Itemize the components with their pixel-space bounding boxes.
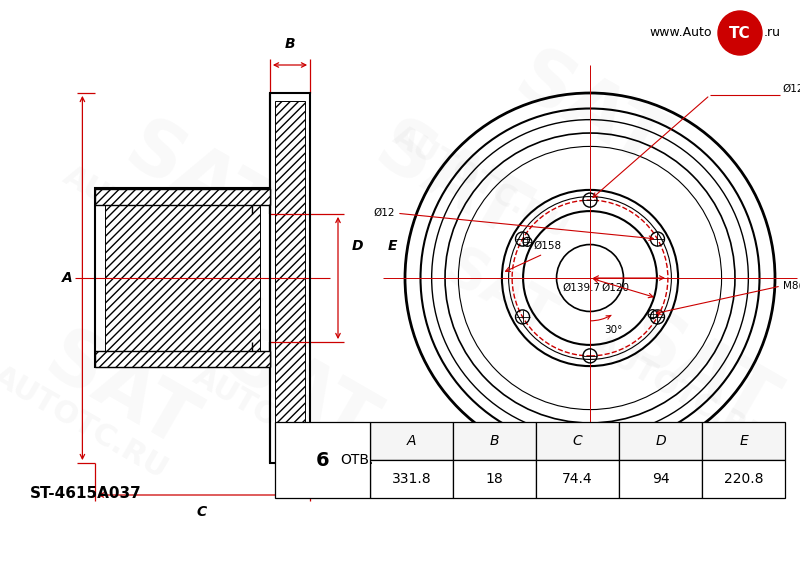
Text: 94: 94 <box>652 472 670 486</box>
Bar <box>536 460 619 498</box>
Text: C: C <box>573 434 582 448</box>
Text: B: B <box>490 434 499 448</box>
Bar <box>536 422 619 460</box>
Text: Ø139.7: Ø139.7 <box>562 283 601 293</box>
Bar <box>453 422 536 460</box>
Text: ОТВ.: ОТВ. <box>341 453 374 467</box>
Bar <box>95 189 270 205</box>
Bar <box>370 460 453 498</box>
Bar <box>453 460 536 498</box>
Text: Ø120: Ø120 <box>602 283 630 293</box>
Bar <box>95 351 270 367</box>
Text: Ø158: Ø158 <box>533 241 562 251</box>
Text: 6: 6 <box>316 450 330 469</box>
Text: A: A <box>406 434 416 448</box>
Text: AUTOTC.RU: AUTOTC.RU <box>0 361 173 485</box>
Text: 74.4: 74.4 <box>562 472 593 486</box>
Bar <box>370 422 453 460</box>
Text: AUTOTC.RU: AUTOTC.RU <box>187 361 373 485</box>
Text: 331.8: 331.8 <box>392 472 431 486</box>
Text: AUTOTC.RU: AUTOTC.RU <box>587 331 773 455</box>
Text: AUTOTC.RU: AUTOTC.RU <box>58 161 242 285</box>
Text: C: C <box>197 505 207 519</box>
Text: D: D <box>655 434 666 448</box>
Text: SAT: SAT <box>136 241 264 346</box>
Text: SAT: SAT <box>502 41 678 185</box>
Text: Ø12.6(x6): Ø12.6(x6) <box>782 83 800 93</box>
Text: SAT: SAT <box>32 321 208 465</box>
Text: .ru: .ru <box>764 26 781 40</box>
Bar <box>619 422 702 460</box>
Text: D: D <box>352 239 363 253</box>
Text: M8(x2): M8(x2) <box>783 281 800 291</box>
Text: E: E <box>739 434 748 448</box>
Text: Ø12: Ø12 <box>374 208 395 218</box>
Text: SAT: SAT <box>436 241 564 346</box>
Circle shape <box>718 11 762 55</box>
Bar <box>619 460 702 498</box>
Text: TC: TC <box>729 26 751 41</box>
Bar <box>270 93 310 463</box>
Text: SAT: SAT <box>612 301 788 445</box>
Bar <box>702 460 785 498</box>
Text: B: B <box>285 37 295 51</box>
Text: 220.8: 220.8 <box>724 472 763 486</box>
Text: SAT: SAT <box>362 111 538 255</box>
Text: A: A <box>62 271 73 285</box>
Text: AUTOTC.RU: AUTOTC.RU <box>387 121 573 245</box>
Text: E: E <box>388 239 398 253</box>
Bar <box>95 188 270 367</box>
Bar <box>275 422 370 498</box>
Text: SAT: SAT <box>212 321 388 465</box>
Text: www.Auto: www.Auto <box>650 26 712 40</box>
Bar <box>275 101 305 455</box>
Text: ST-4615A037: ST-4615A037 <box>30 485 142 500</box>
Bar <box>702 422 785 460</box>
Text: SAT: SAT <box>112 111 288 255</box>
Bar <box>105 194 260 361</box>
Text: 18: 18 <box>486 472 503 486</box>
Text: 30°: 30° <box>604 325 622 335</box>
